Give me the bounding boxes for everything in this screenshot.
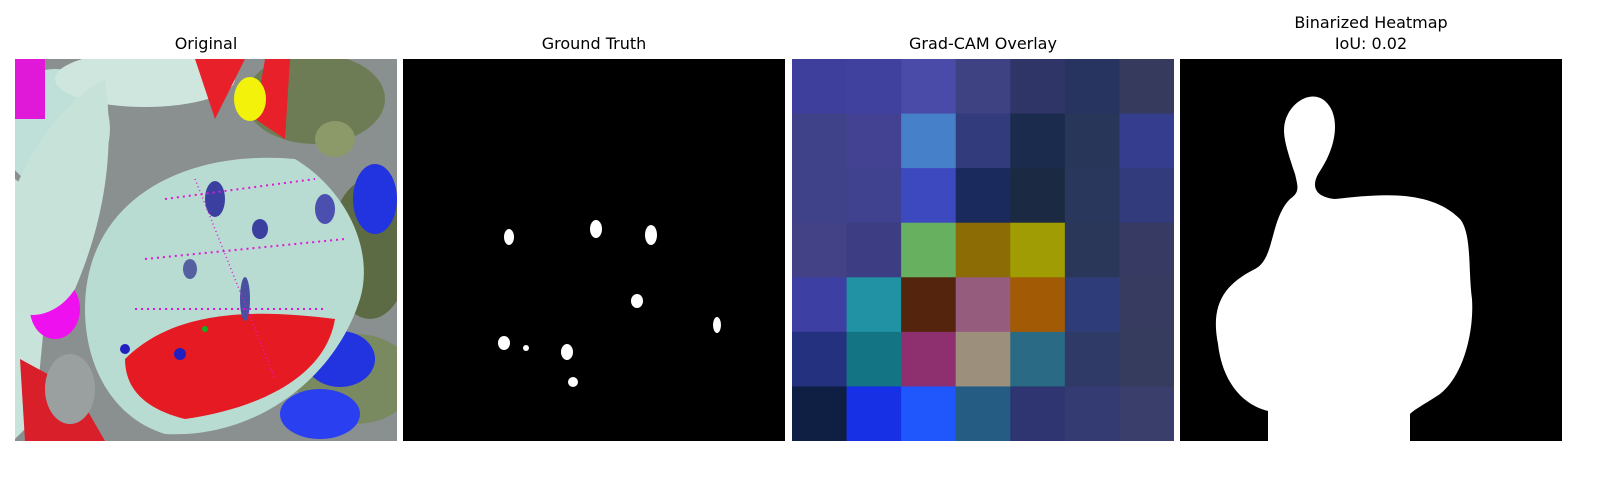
gradcam-cell: [955, 168, 1011, 224]
gradcam-cell: [1064, 59, 1120, 115]
gradcam-cell: [901, 222, 957, 278]
gradcam-cell: [901, 277, 957, 333]
gradcam-cell: [901, 168, 957, 224]
gradcam-cell: [846, 59, 902, 115]
original-image: [15, 59, 397, 441]
gradcam-cell: [1119, 168, 1174, 224]
gradcam-cell: [1064, 386, 1120, 441]
gradcam-cell: [901, 113, 957, 169]
panel-gradcam: Grad-CAM Overlay: [792, 0, 1174, 500]
gradcam-cell: [1064, 331, 1120, 387]
gradcam-cell: [955, 331, 1011, 387]
gradcam-cell: [846, 386, 902, 441]
gradcam-cell: [1010, 331, 1066, 387]
gradcam-cell: [1010, 59, 1066, 115]
gradcam-cell: [901, 386, 957, 441]
panel-title-ground-truth: Ground Truth: [541, 34, 647, 53]
gradcam-cell: [792, 168, 848, 224]
gradcam-cell: [1010, 113, 1066, 169]
gradcam-cell: [955, 386, 1011, 441]
gradcam-cell: [1010, 277, 1066, 333]
gradcam-cell: [1064, 222, 1120, 278]
gradcam-cell: [955, 113, 1011, 169]
gradcam-cell: [846, 168, 902, 224]
gradcam-cell: [901, 59, 957, 115]
gradcam-cell: [955, 277, 1011, 333]
panel-binarized: Binarized Heatmap IoU: 0.02: [1180, 0, 1562, 500]
gradcam-cell: [846, 331, 902, 387]
gradcam-cell: [955, 222, 1011, 278]
panel-iou-label: IoU: 0.02: [1334, 34, 1408, 53]
gradcam-cell: [846, 113, 902, 169]
binarized-mask: [1180, 59, 1562, 441]
gradcam-cell: [1064, 113, 1120, 169]
gradcam-cell: [1064, 168, 1120, 224]
gradcam-cell: [1119, 331, 1174, 387]
gradcam-cell: [1119, 59, 1174, 115]
panel-title-gradcam: Grad-CAM Overlay: [909, 34, 1057, 53]
gradcam-cell: [1010, 386, 1066, 441]
gradcam-cell: [1119, 386, 1174, 441]
ground-truth-mask: [403, 59, 785, 441]
gradcam-cell: [1010, 222, 1066, 278]
gradcam-cell: [792, 222, 848, 278]
gradcam-cell: [1064, 277, 1120, 333]
gradcam-cell: [792, 113, 848, 169]
gradcam-cell: [1010, 168, 1066, 224]
gradcam-cell: [901, 331, 957, 387]
gradcam-cell: [846, 277, 902, 333]
gradcam-heatmap: [792, 59, 1174, 441]
panel-title-binarized: Binarized Heatmap: [1294, 13, 1448, 32]
panel-ground-truth: Ground Truth: [403, 0, 785, 500]
panel-title-original: Original: [174, 34, 238, 53]
gradcam-cell: [792, 386, 848, 441]
gradcam-cell: [955, 59, 1011, 115]
gradcam-cell: [1119, 222, 1174, 278]
gradcam-cell: [792, 331, 848, 387]
gradcam-cell: [792, 277, 848, 333]
panel-original: Original: [15, 0, 397, 500]
gradcam-cell: [792, 59, 848, 115]
gradcam-cell: [1119, 277, 1174, 333]
gradcam-cell: [1119, 113, 1174, 169]
gradcam-cell: [846, 222, 902, 278]
